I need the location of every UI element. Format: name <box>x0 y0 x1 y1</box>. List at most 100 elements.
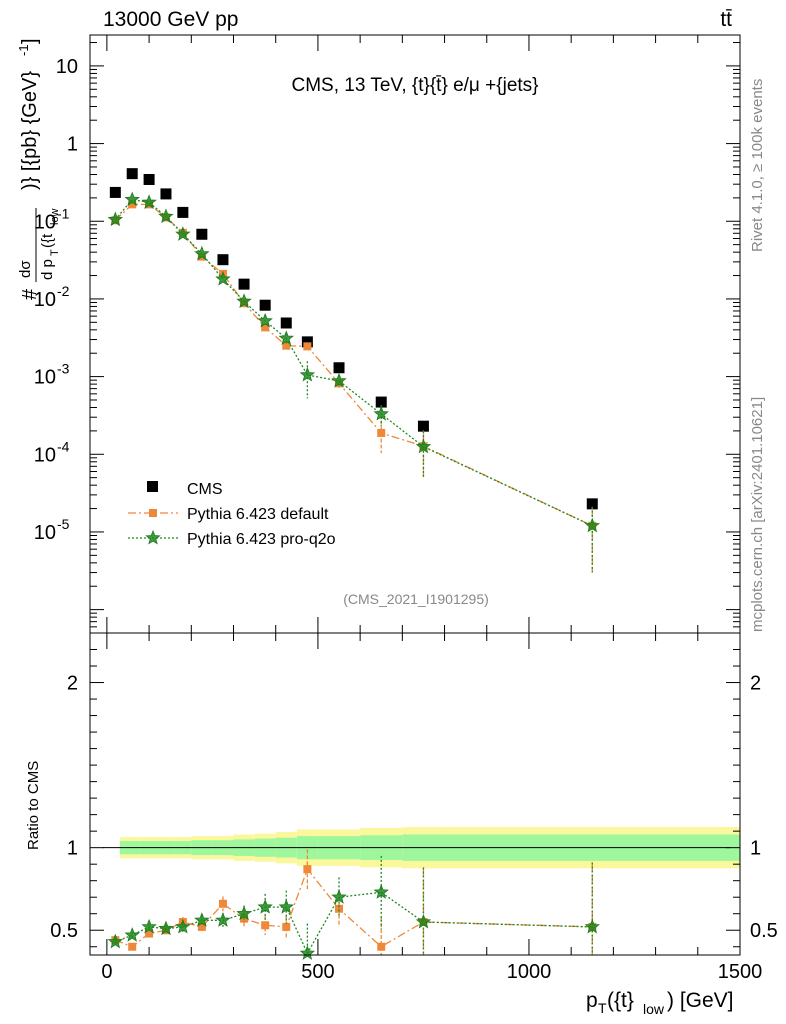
main-y-tick-label: 10 <box>34 211 56 233</box>
mcplots-credit-label: mcplots.cern.ch [arXiv:2401.10621] <box>749 397 766 632</box>
main-y-tick-label: 10 <box>34 522 56 544</box>
pythia-default-line <box>114 203 593 527</box>
pythia-pro-q2o-data-point <box>141 194 157 209</box>
header-observable: tt̄ <box>720 8 732 31</box>
ratio-y-tick-label-right: 2 <box>750 673 761 695</box>
pythia-pro-q2o-data-point <box>415 438 432 454</box>
ratio-y-tick-label-right: 1 <box>750 838 761 860</box>
pythia-pro-q2o-data-point <box>373 405 389 421</box>
ratio-pythia-pro-q2o-point <box>373 884 389 899</box>
svg-text:)} [{pb} {GeV}: )} [{pb} {GeV} <box>19 71 41 190</box>
svg-text:T: T <box>49 249 61 256</box>
ratio-pythia-default-line <box>115 867 593 948</box>
ratio-pythia-pro-q2o-point <box>584 918 600 934</box>
cms-data-point <box>333 362 345 374</box>
main-y-tick-exponent: -1 <box>57 205 70 221</box>
x-tick-label: 0 <box>101 961 112 983</box>
ratio-pythia-default-point <box>128 942 137 951</box>
cms-data-point <box>280 317 292 329</box>
cms-data-point <box>586 498 598 510</box>
svg-text:T: T <box>598 1000 607 1016</box>
pythia-pro-q2o-data-point <box>278 330 294 346</box>
ratio-pythia-pro-q2o-point <box>194 912 210 927</box>
svg-text:({t: ({t <box>39 233 56 248</box>
ratio-y-tick-label-left: 1 <box>67 838 78 860</box>
svg-text:low: low <box>643 1001 665 1017</box>
main-y-tick-exponent: -3 <box>57 361 70 377</box>
ratio-pythia-pro-q2o-point <box>278 898 294 914</box>
pythia-default-data-point <box>282 341 291 350</box>
ratio-pythia-pro-q2o-line <box>115 891 593 955</box>
pythia-default-data-point <box>303 342 312 351</box>
svg-text:d p: d p <box>39 259 56 280</box>
x-tick-label: 1000 <box>507 961 552 983</box>
pythia-pro-q2o-data-point <box>299 366 316 382</box>
ratio-y-axis-label: Ratio to CMS <box>25 761 42 850</box>
cms-data-point <box>417 420 429 432</box>
pythia-default-data-point <box>261 323 270 332</box>
ratio-y-tick-label-left: 0.5 <box>50 920 78 942</box>
header-process: 13000 GeV pp <box>103 8 238 31</box>
ratio-y-tick-label-left: 2 <box>67 673 78 695</box>
cms-data-point <box>196 228 208 240</box>
svg-text:({t}: ({t} <box>607 989 634 1012</box>
svg-text:-1: -1 <box>16 44 31 56</box>
pythia-pro-q2o-data-point <box>124 191 140 207</box>
x-tick-label: 1500 <box>718 961 763 983</box>
ratio-pythia-pro-q2o-point <box>257 898 273 914</box>
pythia-pro-q2o-data-point <box>331 372 347 388</box>
ratio-pythia-default-point <box>335 904 344 913</box>
ratio-pythia-pro-q2o-point <box>107 933 124 949</box>
ratio-y-tick-label-right: 0.5 <box>750 920 778 942</box>
pythia-default-data-point <box>128 200 137 209</box>
ratio-pythia-pro-q2o-point <box>141 918 157 934</box>
ratio-pythia-default-point <box>197 922 206 931</box>
ratio-pythia-pro-q2o-point <box>331 889 347 904</box>
svg-text:) [GeV]: ) [GeV] <box>667 989 734 1012</box>
cms-data-point <box>160 188 172 200</box>
main-y-tick-label: 10 <box>34 289 56 311</box>
ratio-pythia-default-point <box>377 942 386 951</box>
main-y-tick-label: 10 <box>34 444 56 466</box>
cms-data-point <box>375 396 387 408</box>
main-y-tick-exponent: -2 <box>57 283 70 299</box>
ratio-frame <box>89 632 741 956</box>
pythia-pro-q2o-data-point <box>236 293 252 308</box>
ratio-pythia-pro-q2o-point <box>215 912 231 927</box>
cms-data-point <box>109 186 121 198</box>
main-y-tick-label: 1 <box>67 134 78 156</box>
pythia-pro-q2o-line <box>114 198 593 527</box>
ratio-pythia-default-point <box>218 899 227 908</box>
ratio-pythia-default-point <box>303 865 312 874</box>
main-y-tick-label: 10 <box>34 367 56 389</box>
svg-text:p: p <box>586 989 598 1012</box>
pythia-default-data-point <box>377 428 386 437</box>
cms-data-point <box>217 254 229 266</box>
ratio-pythia-default-point <box>282 922 291 931</box>
x-tick-label: 500 <box>301 961 334 983</box>
legend-label-pythia-default: Pythia 6.423 default <box>187 506 329 523</box>
cms-data-point <box>238 278 250 290</box>
legend: CMS Pythia 6.423 default Pythia 6.423 pr… <box>128 481 336 548</box>
svg-text:dσ: dσ <box>17 260 34 278</box>
legend-marker-pythia-pro-q2o <box>145 529 161 545</box>
pythia-pro-q2o-data-point <box>257 312 273 328</box>
svg-text:]: ] <box>19 38 41 44</box>
pythia-pro-q2o-data-point <box>107 211 124 227</box>
ratio-pythia-default-point <box>145 929 154 938</box>
cms-data-point <box>259 299 271 311</box>
svg-text:low: low <box>49 208 61 225</box>
ratio-pythia-pro-q2o-point <box>236 905 252 921</box>
main-y-tick-label: 10 <box>56 56 78 78</box>
main-y-tick-exponent: -5 <box>57 516 70 532</box>
legend-marker-cms <box>147 481 158 492</box>
legend-marker-pythia-default <box>149 509 157 517</box>
pythia-pro-q2o-data-point <box>215 270 231 286</box>
pythia-pro-q2o-data-point <box>158 208 174 224</box>
ratio-pythia-pro-q2o-point <box>415 913 432 929</box>
ratio-panel: 0.5 0.5 1 1 2 2 Ratio to CMS <box>25 632 778 960</box>
chart-title: CMS, 13 TeV, {t}{t̄} e/μ +{jets} <box>291 75 538 96</box>
analysis-watermark: (CMS_2021_I1901295) <box>343 591 489 607</box>
